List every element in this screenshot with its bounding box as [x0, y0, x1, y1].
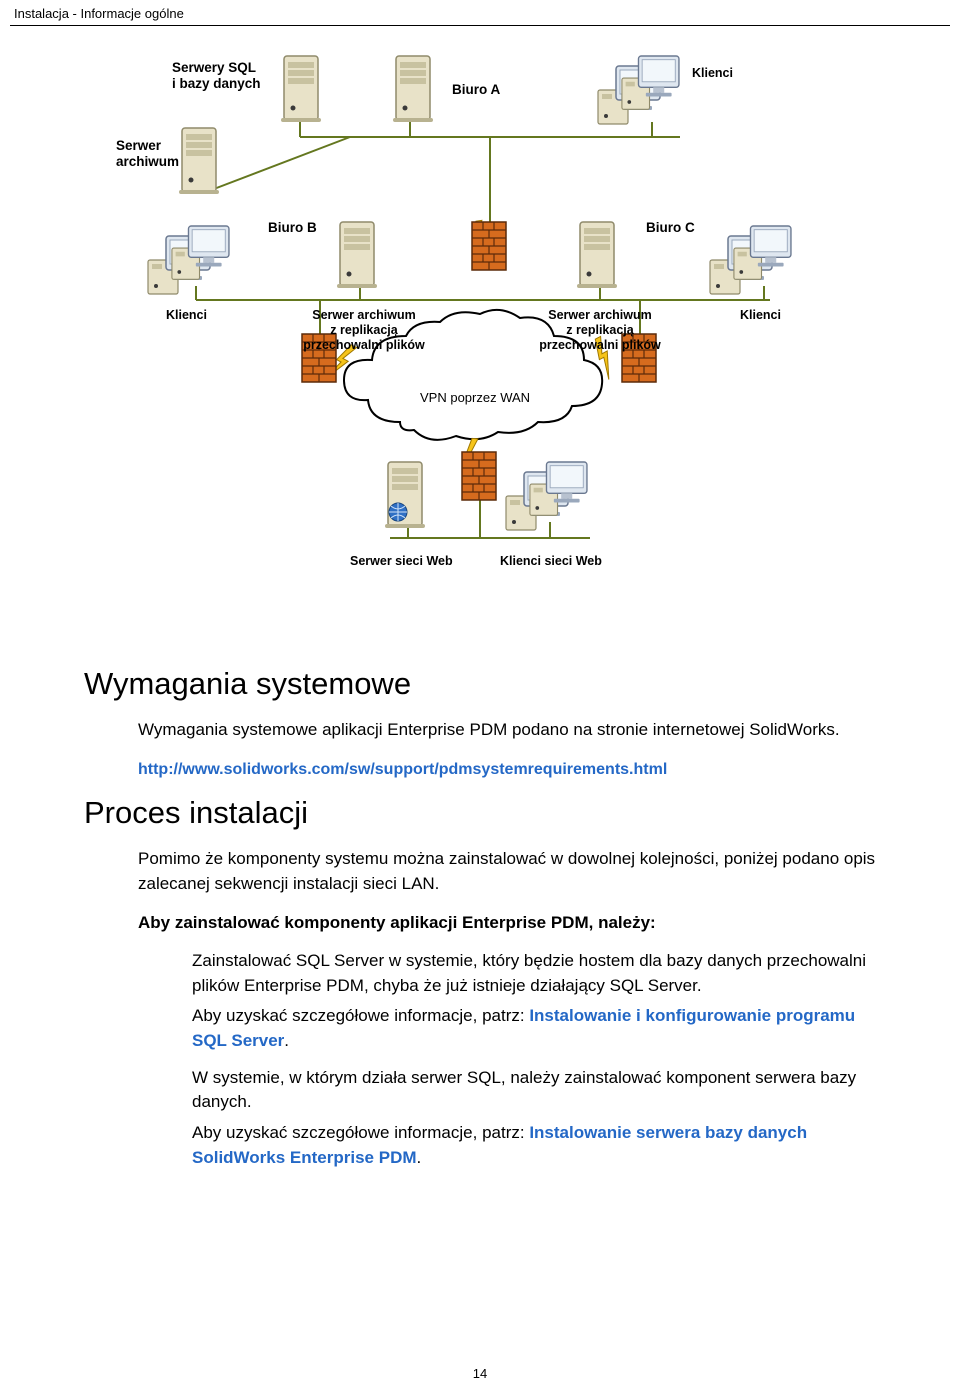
para-process-lead: Aby zainstalować komponenty aplikacji En… [138, 911, 876, 936]
firewall-web-icon [462, 452, 496, 500]
label-biuro-c: Biuro C [646, 220, 695, 236]
breadcrumb: Instalacja - Informacje ogólne [10, 0, 950, 26]
label-klienci-top: Klienci [692, 66, 733, 81]
para-step-sql: Zainstalować SQL Server w systemie, któr… [192, 949, 876, 998]
link-url[interactable]: http://www.solidworks.com/sw/support/pdm… [138, 761, 667, 778]
para-requirements: Wymagania systemowe aplikacji Enterprise… [138, 718, 876, 743]
page-number: 14 [0, 1366, 960, 1381]
text-suffix-1: . [284, 1031, 289, 1050]
label-klienci-right: Klienci [740, 308, 781, 323]
web-server-icon [385, 462, 425, 528]
archive-repl-right-icon [577, 222, 617, 288]
label-biuro-a: Biuro A [452, 82, 500, 98]
para-step-db: W systemie, w którym działa serwer SQL, … [192, 1066, 876, 1115]
label-repl-right: Serwer archiwumz replikacjąprzechowalni … [530, 308, 670, 353]
label-archive: Serwerarchiwum [116, 138, 179, 170]
label-repl-left: Serwer archiwumz replikacjąprzechowalni … [294, 308, 434, 353]
firewall-a-icon [472, 222, 506, 270]
heading-requirements: Wymagania systemowe [84, 666, 876, 702]
label-sql: Serwery SQLi bazy danych [172, 60, 261, 92]
label-web-server: Serwer sieci Web [350, 554, 453, 569]
clients-left-icon [148, 226, 229, 294]
label-klienci-left: Klienci [166, 308, 207, 323]
text-suffix-2: . [417, 1148, 422, 1167]
archive-server-icon [179, 128, 219, 194]
label-web-clients: Klienci sieci Web [500, 554, 602, 569]
content-body: Wymagania systemowe Wymagania systemowe … [0, 632, 960, 1170]
text-prefix-2: Aby uzyskać szczegółowe informacje, patr… [192, 1123, 529, 1142]
clients-right-icon [710, 226, 791, 294]
web-clients-icon [506, 462, 587, 530]
para-step-db-link: Aby uzyskać szczegółowe informacje, patr… [192, 1121, 876, 1170]
para-process-intro: Pomimo że komponenty systemu można zains… [138, 847, 876, 896]
clients-top-icon [598, 56, 679, 124]
para-step-sql-link: Aby uzyskać szczegółowe informacje, patr… [192, 1004, 876, 1053]
text-prefix-1: Aby uzyskać szczegółowe informacje, patr… [192, 1006, 529, 1025]
network-diagram: Serwery SQLi bazy danych Biuro A Klienci… [100, 42, 860, 622]
heading-process: Proces instalacji [84, 795, 876, 831]
archive-repl-left-icon [337, 222, 377, 288]
label-biuro-b: Biuro B [268, 220, 317, 236]
sql-server-1-icon [281, 56, 321, 122]
label-vpn: VPN poprzez WAN [420, 390, 530, 406]
sql-server-2-icon [393, 56, 433, 122]
